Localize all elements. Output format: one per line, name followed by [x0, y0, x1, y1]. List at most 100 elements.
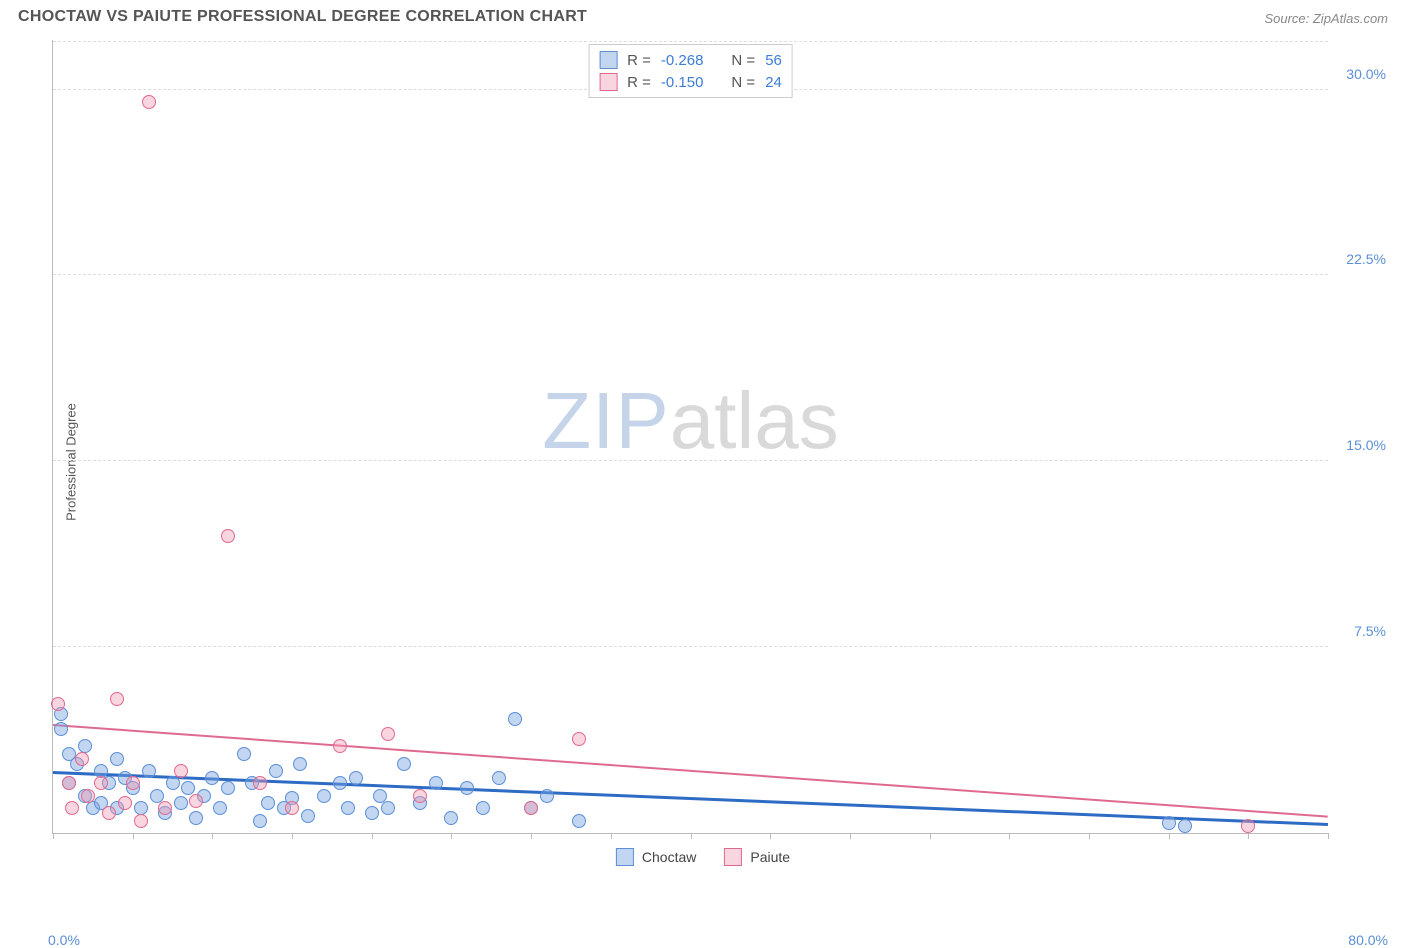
- x-tick: [850, 833, 851, 839]
- data-point: [397, 757, 411, 771]
- n-value-choctaw: 56: [765, 52, 782, 69]
- x-axis-max: 80.0%: [1348, 932, 1388, 948]
- data-point: [261, 796, 275, 810]
- data-point: [205, 771, 219, 785]
- swatch-choctaw: [599, 51, 617, 69]
- data-point: [1178, 819, 1192, 833]
- y-tick-label: 7.5%: [1334, 623, 1386, 639]
- r-value-paiute: -0.150: [661, 74, 704, 91]
- gridline: [53, 41, 1328, 42]
- r-label: R =: [627, 52, 651, 69]
- data-point: [285, 801, 299, 815]
- data-point: [158, 801, 172, 815]
- data-point: [253, 776, 267, 790]
- data-point: [413, 789, 427, 803]
- stats-legend: R = -0.268 N = 56 R = -0.150 N = 24: [588, 44, 793, 98]
- x-tick: [372, 833, 373, 839]
- data-point: [166, 776, 180, 790]
- data-point: [1162, 816, 1176, 830]
- x-tick: [1169, 833, 1170, 839]
- data-point: [540, 789, 554, 803]
- x-tick: [770, 833, 771, 839]
- data-point: [110, 692, 124, 706]
- y-tick-label: 22.5%: [1334, 251, 1386, 267]
- data-point: [213, 801, 227, 815]
- chart-header: CHOCTAW VS PAIUTE PROFESSIONAL DEGREE CO…: [0, 0, 1406, 30]
- r-label: R =: [627, 74, 651, 91]
- data-point: [492, 771, 506, 785]
- gridline: [53, 646, 1328, 647]
- stats-row-paiute: R = -0.150 N = 24: [599, 71, 782, 93]
- data-point: [221, 781, 235, 795]
- plot-region: ZIPatlas R = -0.268 N = 56 R = -0.150 N …: [52, 40, 1328, 834]
- data-point: [118, 796, 132, 810]
- x-tick: [53, 833, 54, 839]
- data-point: [1241, 819, 1255, 833]
- legend-item-choctaw: Choctaw: [616, 848, 696, 866]
- source-attribution: Source: ZipAtlas.com: [1264, 11, 1388, 26]
- x-tick: [133, 833, 134, 839]
- data-point: [333, 776, 347, 790]
- data-point: [460, 781, 474, 795]
- r-value-choctaw: -0.268: [661, 52, 704, 69]
- data-point: [381, 727, 395, 741]
- data-point: [189, 794, 203, 808]
- data-point: [110, 752, 124, 766]
- x-tick: [1328, 833, 1329, 839]
- data-point: [508, 712, 522, 726]
- data-point: [51, 697, 65, 711]
- n-value-paiute: 24: [765, 74, 782, 91]
- data-point: [174, 796, 188, 810]
- chart-area: Professional Degree ZIPatlas R = -0.268 …: [18, 40, 1388, 884]
- series-legend: Choctaw Paiute: [616, 848, 790, 866]
- data-point: [524, 801, 538, 815]
- watermark-atlas: atlas: [670, 376, 839, 465]
- stats-row-choctaw: R = -0.268 N = 56: [599, 49, 782, 71]
- data-point: [269, 764, 283, 778]
- n-label: N =: [731, 52, 755, 69]
- data-point: [237, 747, 251, 761]
- data-point: [341, 801, 355, 815]
- data-point: [65, 801, 79, 815]
- x-tick: [611, 833, 612, 839]
- data-point: [221, 529, 235, 543]
- data-point: [572, 732, 586, 746]
- data-point: [75, 752, 89, 766]
- gridline: [53, 460, 1328, 461]
- data-point: [189, 811, 203, 825]
- x-tick: [691, 833, 692, 839]
- x-tick: [1089, 833, 1090, 839]
- watermark-zip: ZIP: [542, 376, 669, 465]
- x-tick: [292, 833, 293, 839]
- x-tick: [212, 833, 213, 839]
- x-tick: [930, 833, 931, 839]
- trend-line: [53, 771, 1328, 826]
- data-point: [444, 811, 458, 825]
- data-point: [94, 776, 108, 790]
- data-point: [381, 801, 395, 815]
- n-label: N =: [731, 74, 755, 91]
- data-point: [293, 757, 307, 771]
- watermark: ZIPatlas: [542, 375, 838, 467]
- data-point: [349, 771, 363, 785]
- gridline: [53, 274, 1328, 275]
- x-axis-min: 0.0%: [48, 932, 80, 948]
- data-point: [142, 764, 156, 778]
- data-point: [142, 95, 156, 109]
- legend-item-paiute: Paiute: [724, 848, 790, 866]
- x-tick: [451, 833, 452, 839]
- trend-line: [53, 724, 1328, 818]
- legend-label-paiute: Paiute: [750, 849, 790, 865]
- data-point: [126, 776, 140, 790]
- x-tick: [531, 833, 532, 839]
- legend-swatch-choctaw: [616, 848, 634, 866]
- chart-title: CHOCTAW VS PAIUTE PROFESSIONAL DEGREE CO…: [18, 8, 587, 26]
- data-point: [365, 806, 379, 820]
- legend-label-choctaw: Choctaw: [642, 849, 696, 865]
- x-tick: [1009, 833, 1010, 839]
- data-point: [62, 776, 76, 790]
- data-point: [572, 814, 586, 828]
- data-point: [429, 776, 443, 790]
- data-point: [476, 801, 490, 815]
- data-point: [134, 814, 148, 828]
